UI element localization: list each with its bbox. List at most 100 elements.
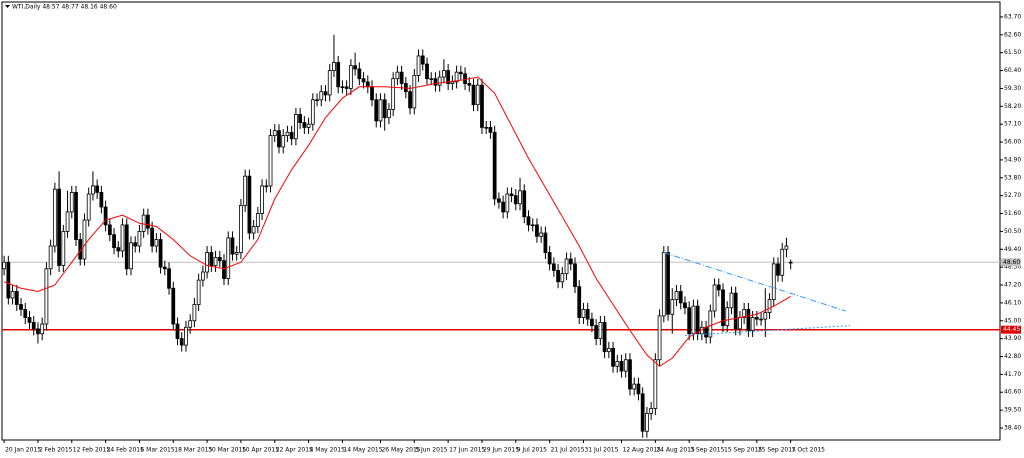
- candle-body: [450, 81, 455, 84]
- candle-body: [251, 226, 256, 234]
- x-tick-label: 15 Sep 2015: [724, 447, 762, 454]
- plot-frame: [1, 1, 1001, 441]
- candle-body: [683, 302, 687, 309]
- y-tick-label: 53.80: [1004, 174, 1021, 181]
- candle-body: [416, 55, 421, 76]
- candle-body: [277, 130, 281, 148]
- y-tick-label: 60.40: [1004, 67, 1021, 74]
- candle-body: [95, 185, 100, 193]
- candle-body: [767, 299, 772, 314]
- x-tick-label: 18 Mar 2015: [174, 447, 212, 454]
- candle-body: [23, 308, 28, 318]
- candle-body: [750, 317, 755, 331]
- candle-body: [167, 268, 171, 289]
- candle-body: [522, 190, 527, 218]
- candle-body: [615, 360, 620, 367]
- x-tick-label: 26 May 2015: [381, 447, 420, 454]
- candle-body: [623, 359, 628, 372]
- candle-body: [146, 214, 150, 229]
- candle-body: [86, 193, 91, 221]
- candle-body: [52, 188, 57, 247]
- candle-body: [530, 224, 535, 227]
- candle-body: [171, 287, 176, 325]
- candle-body: [175, 323, 180, 340]
- candle-body: [319, 91, 324, 101]
- candle-body: [268, 135, 273, 187]
- candle-body: [492, 131, 497, 200]
- candle-body: [243, 175, 248, 206]
- y-tick-label: 50.50: [1004, 228, 1021, 235]
- candle-body: [632, 383, 637, 390]
- y-tick-label: 45.00: [1004, 317, 1021, 324]
- candle-body: [48, 245, 53, 270]
- x-tick-label: 22 Apr 2015: [276, 447, 313, 454]
- x-tick-label: 17 Jun 2015: [449, 447, 485, 454]
- candle-body: [420, 55, 425, 65]
- candle-body: [640, 393, 645, 432]
- price-tag-label: 44.45: [1003, 326, 1020, 333]
- y-tick-label: 63.70: [1004, 13, 1021, 20]
- candle-body: [344, 86, 349, 89]
- candle-body: [302, 122, 307, 128]
- y-tick-label: 49.40: [1004, 246, 1021, 253]
- candle-body: [543, 232, 548, 253]
- candle-body: [746, 308, 751, 331]
- candle-body: [272, 130, 277, 136]
- candle-body: [129, 242, 133, 270]
- x-tick-label: 5 Jun 2015: [415, 447, 447, 454]
- candle-body: [505, 193, 510, 213]
- candle-body: [606, 347, 611, 353]
- candle-body: [590, 318, 594, 327]
- candle-body: [733, 292, 738, 330]
- candle-body: [382, 99, 387, 119]
- candle-body: [213, 256, 218, 266]
- y-tick-label: 40.60: [1004, 389, 1021, 396]
- y-tick-label: 62.60: [1004, 31, 1021, 38]
- candle-body: [547, 252, 552, 265]
- y-tick-label: 38.40: [1004, 424, 1021, 431]
- candle-body: [657, 315, 662, 361]
- x-tick-label: 3 Sep 2015: [690, 447, 724, 454]
- candle-body: [239, 205, 243, 253]
- candle-body: [200, 271, 205, 281]
- y-tick-label: 54.90: [1004, 156, 1021, 163]
- candle-body: [306, 123, 311, 128]
- candle-body: [704, 326, 708, 338]
- candle-body: [365, 81, 370, 88]
- y-tick-label: 58.20: [1004, 103, 1021, 110]
- candle-body: [674, 291, 679, 301]
- candle-body: [387, 109, 391, 119]
- candle-body: [289, 131, 294, 140]
- candle-body: [264, 185, 269, 188]
- candle-body: [361, 78, 366, 83]
- candle-body: [19, 304, 23, 310]
- menu-arrow: [5, 5, 10, 8]
- candle-body: [124, 224, 129, 270]
- y-tick-label: 52.70: [1004, 192, 1021, 199]
- candle-body: [471, 84, 476, 106]
- candle-body: [725, 307, 730, 327]
- candle-body: [619, 360, 624, 372]
- candle-body: [103, 206, 108, 226]
- x-tick-label: 7 Oct 2015: [792, 447, 825, 454]
- candle-body: [454, 71, 459, 83]
- x-tick-label: 10 Apr 2015: [242, 447, 279, 454]
- candle-body: [217, 256, 222, 262]
- candle-body: [458, 71, 463, 75]
- candle-body: [285, 131, 290, 136]
- y-tick-label: 57.10: [1004, 121, 1021, 128]
- candle-body: [294, 114, 298, 140]
- candle-body: [497, 198, 501, 203]
- x-tick-label: 21 Jul 2015: [551, 447, 585, 454]
- candle-body: [598, 321, 603, 340]
- candle-body: [99, 192, 104, 208]
- x-tick-label: 9 Jul 2015: [517, 447, 547, 454]
- candle-body: [336, 62, 341, 88]
- y-tick-label: 39.50: [1004, 407, 1021, 414]
- candle-body: [788, 261, 793, 264]
- candle-body: [298, 114, 303, 123]
- candle-body: [716, 284, 721, 291]
- x-tick-label: 6 Mar 2015: [140, 447, 174, 454]
- x-tick-label: 29 Jun 2015: [483, 447, 519, 454]
